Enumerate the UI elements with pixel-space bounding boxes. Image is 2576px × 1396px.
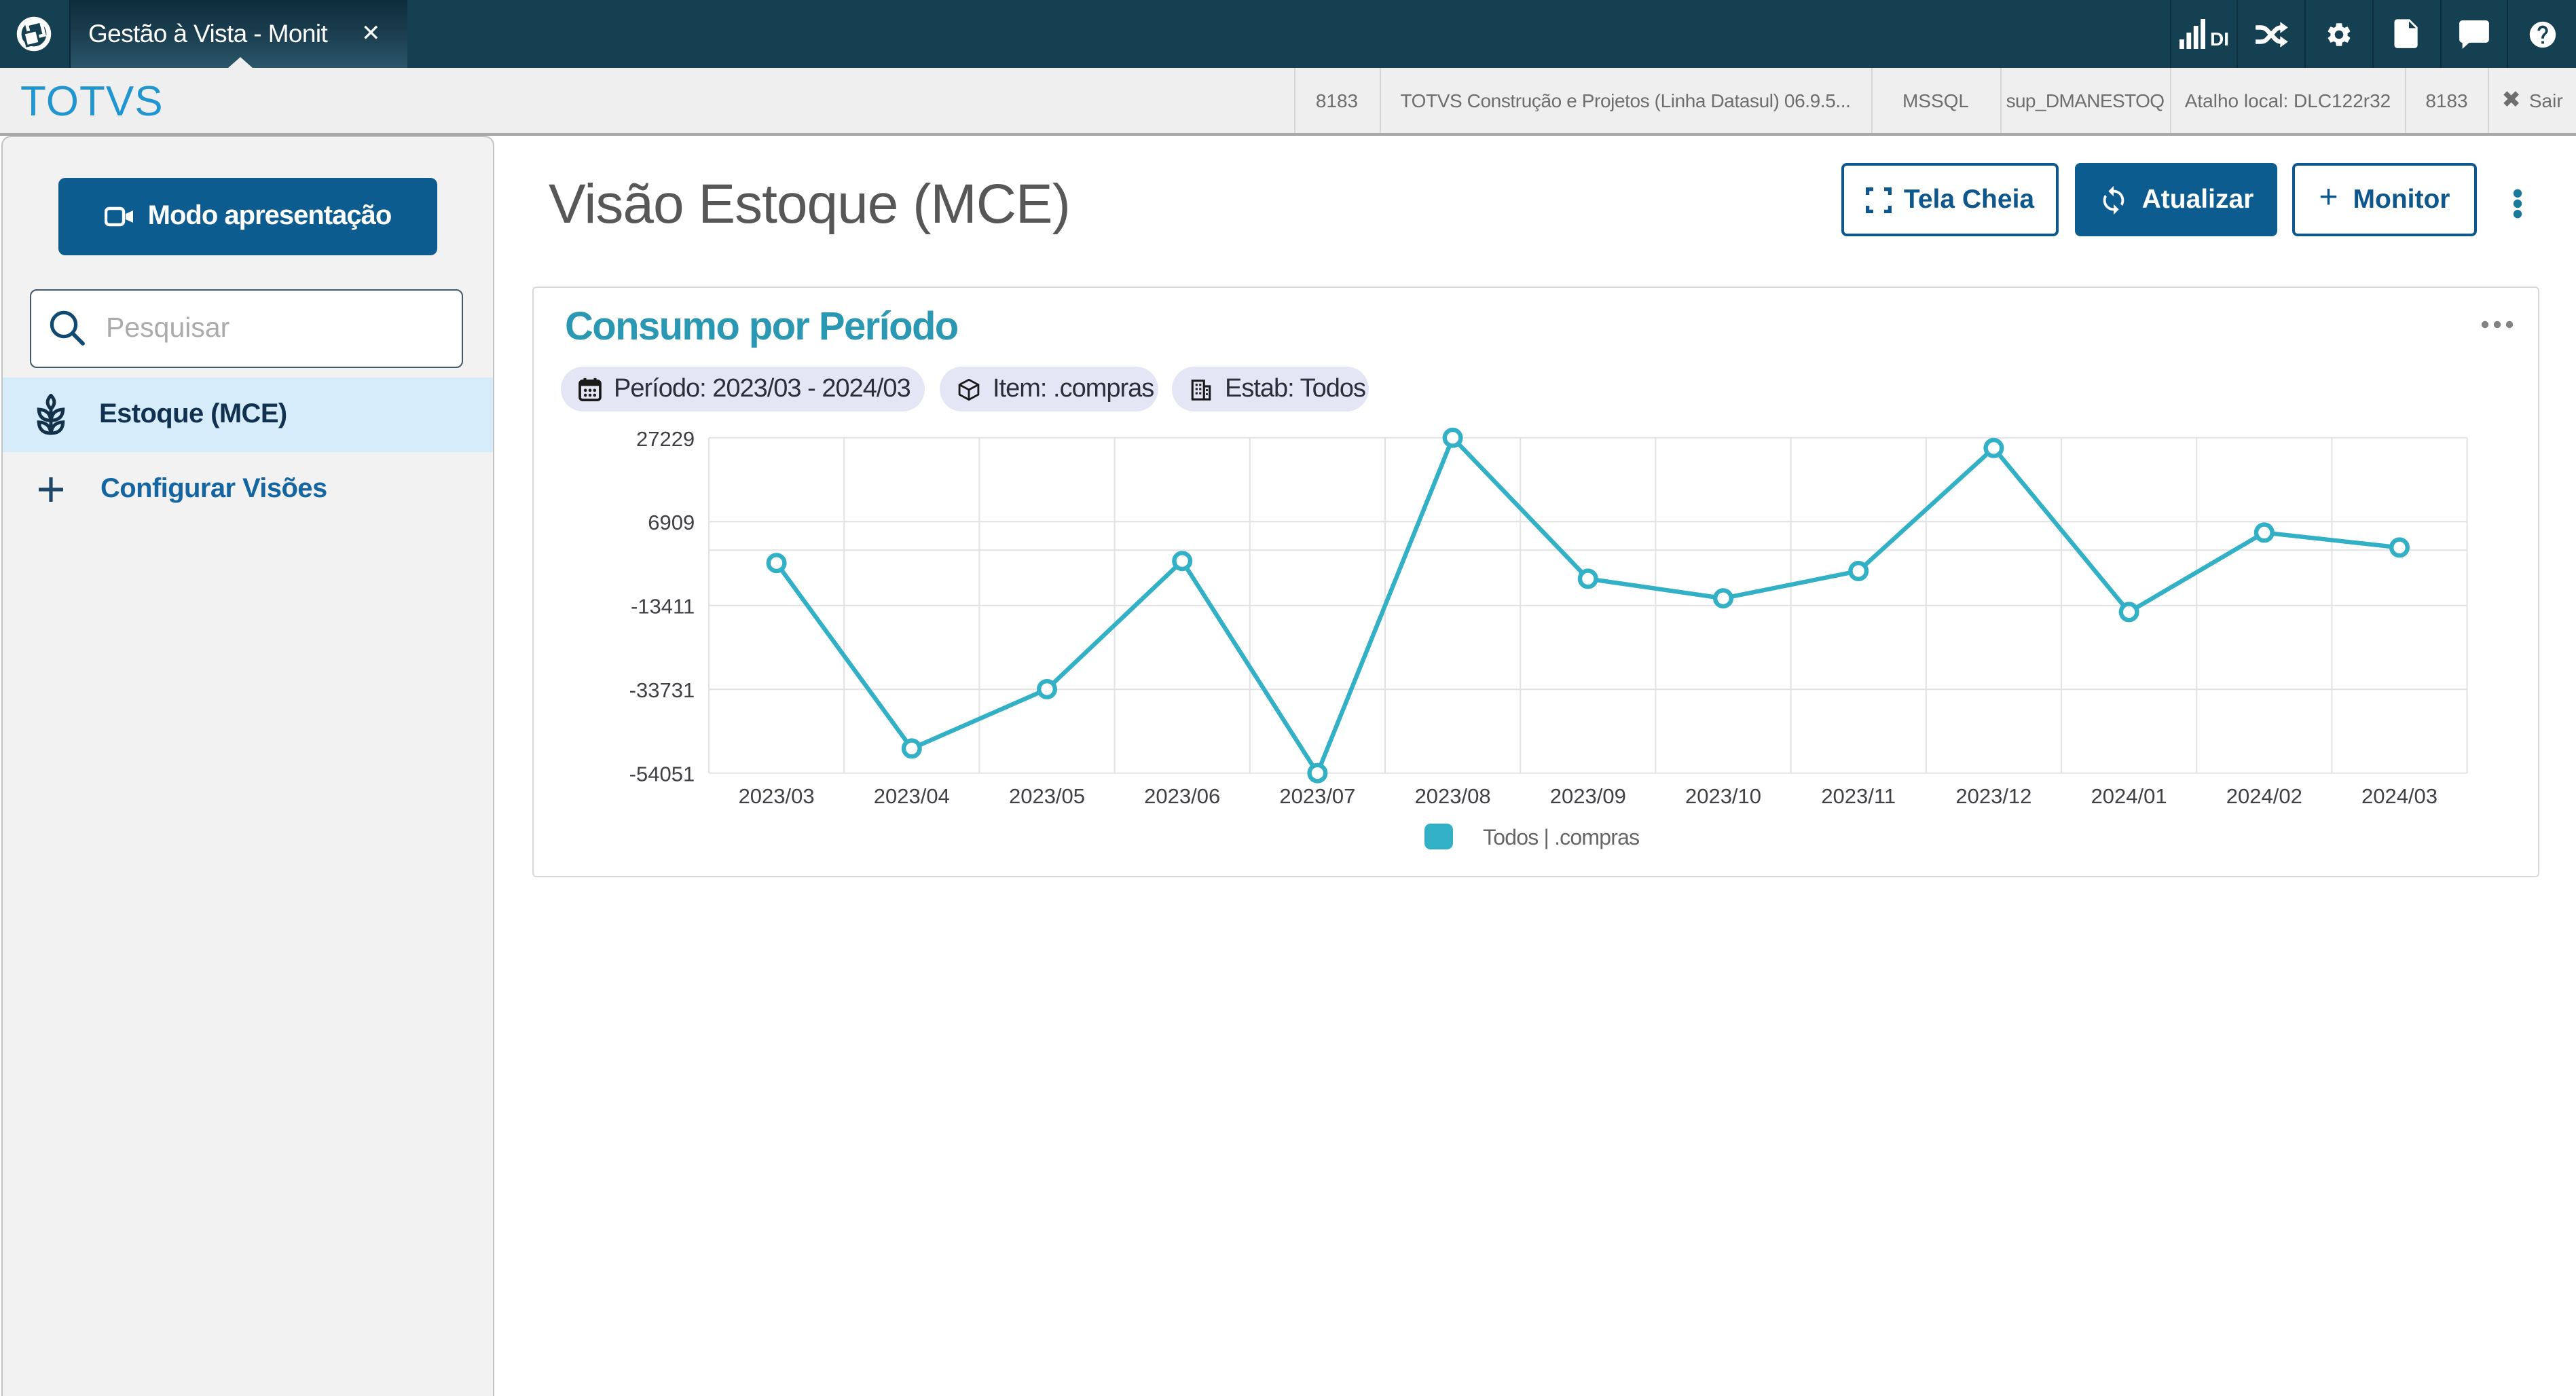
svg-text:2023/12: 2023/12 <box>1955 784 2031 808</box>
svg-text:-33731: -33731 <box>629 678 695 702</box>
svg-text:-54051: -54051 <box>629 763 695 786</box>
svg-text:Todos | .compras: Todos | .compras <box>1483 825 1639 849</box>
svg-text:DI: DI <box>2210 29 2228 49</box>
svg-text:2024/02: 2024/02 <box>2226 784 2302 808</box>
svg-text:6909: 6909 <box>648 511 695 534</box>
svg-text:2023/11: 2023/11 <box>1821 784 1896 808</box>
svg-text:-13411: -13411 <box>631 595 695 619</box>
svg-text:2023/06: 2023/06 <box>1144 784 1220 808</box>
svg-text:2023/04: 2023/04 <box>874 784 950 808</box>
svg-text:2024/03: 2024/03 <box>2361 784 2437 808</box>
svg-text:2024/01: 2024/01 <box>2091 784 2167 808</box>
svg-text:2023/09: 2023/09 <box>1550 784 1626 808</box>
svg-text:2023/10: 2023/10 <box>1685 784 1761 808</box>
svg-text:2023/03: 2023/03 <box>739 784 815 808</box>
svg-text:2023/05: 2023/05 <box>1009 784 1085 808</box>
svg-text:2023/08: 2023/08 <box>1415 784 1491 808</box>
svg-text:2023/07: 2023/07 <box>1279 784 1355 808</box>
svg-text:27229: 27229 <box>636 427 695 451</box>
